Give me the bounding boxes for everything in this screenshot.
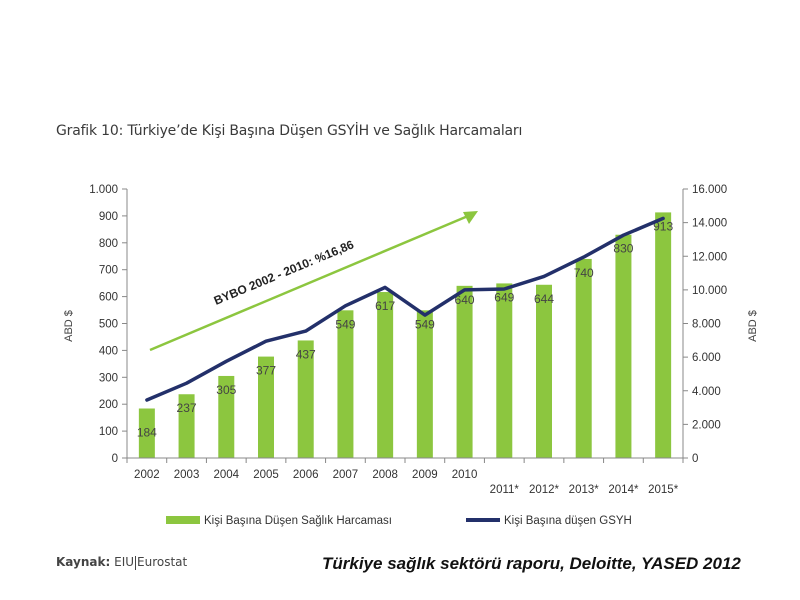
citation: Türkiye sağlık sektörü raporu, Deloitte,… bbox=[322, 554, 741, 573]
axes bbox=[122, 188, 688, 463]
x-tick-label: 2008 bbox=[372, 469, 398, 481]
bar-data-label: 184 bbox=[137, 426, 157, 440]
gdp-line-series bbox=[145, 216, 665, 402]
source-eurostat: Eurostat bbox=[137, 555, 188, 569]
gdp-line bbox=[145, 216, 665, 402]
bar bbox=[575, 258, 592, 458]
legend-line-label: Kişi Başına düşen GSYH bbox=[504, 515, 632, 527]
left-axis-label: ABD $ bbox=[63, 310, 75, 342]
x-tick-label: 2002 bbox=[134, 469, 160, 481]
legend-bar-label: Kişi Başına Düşen Sağlık Harcaması bbox=[204, 515, 392, 527]
bar-data-label: 437 bbox=[296, 347, 316, 361]
bar bbox=[536, 284, 552, 458]
x-tick-label: 2011* bbox=[490, 484, 520, 496]
right-axis-label: ABD $ bbox=[747, 310, 759, 342]
legend: Kişi Başına Düşen Sağlık Harcaması Kişi … bbox=[166, 515, 632, 527]
bar-data-label: 549 bbox=[335, 317, 355, 331]
x-tick-label: 2013* bbox=[569, 484, 600, 496]
bar bbox=[377, 292, 394, 458]
bar-data-label: 305 bbox=[216, 383, 236, 397]
left-tick-label: 1.000 bbox=[89, 184, 118, 196]
bar-data-label: 237 bbox=[177, 401, 197, 415]
right-tick-label: 16.000 bbox=[692, 184, 727, 196]
growth-arrow-head bbox=[463, 211, 478, 224]
source-label: Kaynak: bbox=[56, 555, 111, 569]
left-tick-label: 900 bbox=[99, 211, 118, 223]
bar bbox=[456, 285, 473, 458]
bar-series bbox=[138, 212, 672, 458]
x-tick-label: 2003 bbox=[174, 469, 200, 481]
bar-data-labels: 184 237 305 377 437 549 617 549 640 649 644 740 830 9… bbox=[137, 219, 674, 439]
left-tick-label: 500 bbox=[99, 319, 118, 331]
x-tick-label: 2006 bbox=[293, 469, 319, 481]
bar-data-label: 377 bbox=[256, 364, 276, 378]
x-tick-label: 2004 bbox=[213, 469, 239, 481]
bar bbox=[496, 283, 513, 458]
right-tick-label: 6.000 bbox=[692, 352, 721, 364]
bar-data-label: 740 bbox=[574, 266, 594, 280]
right-tick-label: 12.000 bbox=[692, 251, 727, 263]
bar-data-label: 830 bbox=[613, 242, 633, 256]
bar-data-label: 640 bbox=[455, 293, 475, 307]
x-tick-label: 2010 bbox=[452, 469, 478, 481]
left-tick-labels: 0 100 200 300 400 500 600 700 800 900 1.000 bbox=[89, 184, 118, 465]
bar bbox=[258, 356, 274, 458]
right-tick-label: 8.000 bbox=[692, 319, 721, 331]
left-tick-label: 700 bbox=[99, 265, 118, 277]
left-tick-label: 800 bbox=[99, 238, 118, 250]
growth-arrow-line bbox=[149, 214, 469, 352]
right-tick-label: 4.000 bbox=[692, 386, 721, 398]
left-tick-label: 0 bbox=[112, 453, 118, 465]
bar bbox=[337, 310, 354, 458]
bar bbox=[615, 234, 632, 458]
chart: 184 237 305 377 437 549 617 549 640 649 644 740 830 9… bbox=[63, 184, 759, 527]
left-tick-label: 400 bbox=[99, 345, 118, 357]
left-tick-label: 100 bbox=[99, 426, 118, 438]
bar-data-label: 549 bbox=[415, 317, 435, 331]
left-tick-label: 200 bbox=[99, 399, 118, 411]
bar bbox=[138, 408, 155, 458]
x-tick-labels: 2002 2003 2004 2005 2006 2007 2008 2009 2010 2011… bbox=[134, 469, 679, 496]
x-tick-label: 2014* bbox=[608, 484, 639, 496]
left-tick-label: 600 bbox=[99, 292, 118, 304]
bar bbox=[655, 212, 672, 458]
legend-bar-swatch bbox=[166, 516, 200, 524]
bar-data-label: 649 bbox=[494, 290, 514, 304]
right-tick-label: 14.000 bbox=[692, 218, 727, 230]
left-tick-label: 300 bbox=[99, 372, 118, 384]
source-eiu: EIU bbox=[114, 555, 135, 569]
bar bbox=[178, 394, 195, 458]
x-tick-label: 2009 bbox=[412, 469, 438, 481]
x-tick-label: 2012* bbox=[529, 484, 560, 496]
x-tick-label: 2005 bbox=[253, 469, 279, 481]
chart-title: Grafik 10: Türkiye’de Kişi Başına Düşen … bbox=[56, 123, 523, 139]
bar bbox=[416, 310, 433, 458]
x-tick-label: 2015* bbox=[648, 484, 679, 496]
source-separator bbox=[135, 555, 137, 570]
right-tick-labels: 0 2.000 4.000 6.000 8.000 10.000 12.000 14.000 1… bbox=[692, 184, 727, 465]
right-tick-label: 10.000 bbox=[692, 285, 727, 297]
bar bbox=[297, 340, 314, 458]
bar-data-label: 617 bbox=[375, 299, 395, 313]
x-tick-label: 2007 bbox=[333, 469, 359, 481]
bar-data-label: 913 bbox=[653, 219, 673, 233]
bar bbox=[218, 375, 235, 458]
right-tick-label: 0 bbox=[692, 453, 698, 465]
source-note: Kaynak: EIU Eurostat bbox=[56, 555, 187, 570]
bar-data-label: 644 bbox=[534, 292, 554, 306]
right-tick-label: 2.000 bbox=[692, 419, 721, 431]
